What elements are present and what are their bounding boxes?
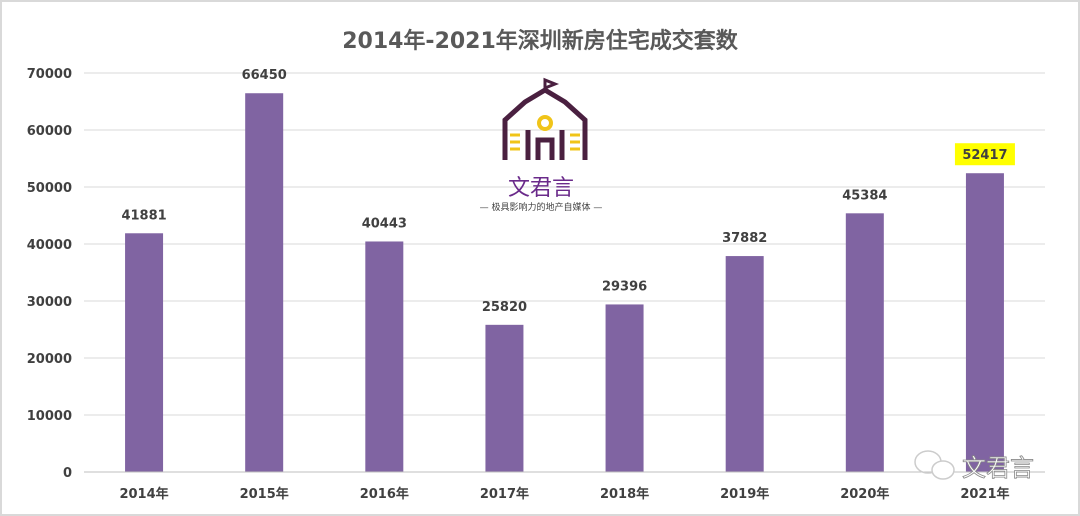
- data-label-highlight: [954, 143, 1015, 166]
- x-tick-label: 2019年: [720, 486, 769, 502]
- data-label: 66450: [242, 68, 287, 83]
- x-tick-label: 2014年: [119, 486, 168, 502]
- y-tick-label: 20000: [27, 352, 72, 367]
- logo-name: 文君言: [508, 176, 574, 201]
- bar-2021年: [965, 173, 1004, 473]
- x-tick-label: 2016年: [360, 486, 409, 502]
- bar-2014年: [125, 233, 164, 472]
- bar-2016年: [365, 241, 404, 472]
- x-tick-label: 2018年: [600, 486, 649, 502]
- corner-watermark: 文君言: [962, 454, 1034, 482]
- data-label: 29396: [602, 279, 647, 294]
- y-tick-label: 40000: [27, 238, 72, 253]
- bar-2019年: [725, 256, 764, 472]
- wechat-icon: [914, 450, 955, 480]
- data-label: 45384: [842, 188, 887, 203]
- chart-title: 2014年-2021年深圳新房住宅成交套数: [342, 28, 739, 54]
- data-label: 41881: [121, 208, 166, 223]
- x-tick-label: 2017年: [480, 486, 529, 502]
- bar-2015年: [245, 93, 284, 473]
- x-tick-label: 2015年: [240, 486, 289, 502]
- logo-slogan: — 极具影响力的地产自媒体 —: [480, 201, 603, 213]
- data-label: 37882: [722, 231, 767, 246]
- bar-2017年: [485, 324, 524, 472]
- x-tick-label: 2020年: [840, 486, 889, 502]
- data-label: 25820: [482, 300, 527, 315]
- y-tick-label: 0: [63, 466, 72, 481]
- y-tick-label: 50000: [27, 181, 72, 196]
- y-tick-label: 30000: [27, 295, 72, 310]
- logo-building-icon: [502, 77, 588, 160]
- y-tick-label: 60000: [27, 124, 72, 139]
- y-tick-label: 10000: [27, 409, 72, 424]
- bar-2018年: [605, 304, 644, 472]
- data-label: 52417: [962, 148, 1007, 163]
- x-tick-label: 2021年: [960, 486, 1009, 502]
- bar-2020年: [845, 213, 884, 472]
- data-label: 40443: [362, 216, 407, 231]
- y-tick-label: 70000: [27, 67, 72, 82]
